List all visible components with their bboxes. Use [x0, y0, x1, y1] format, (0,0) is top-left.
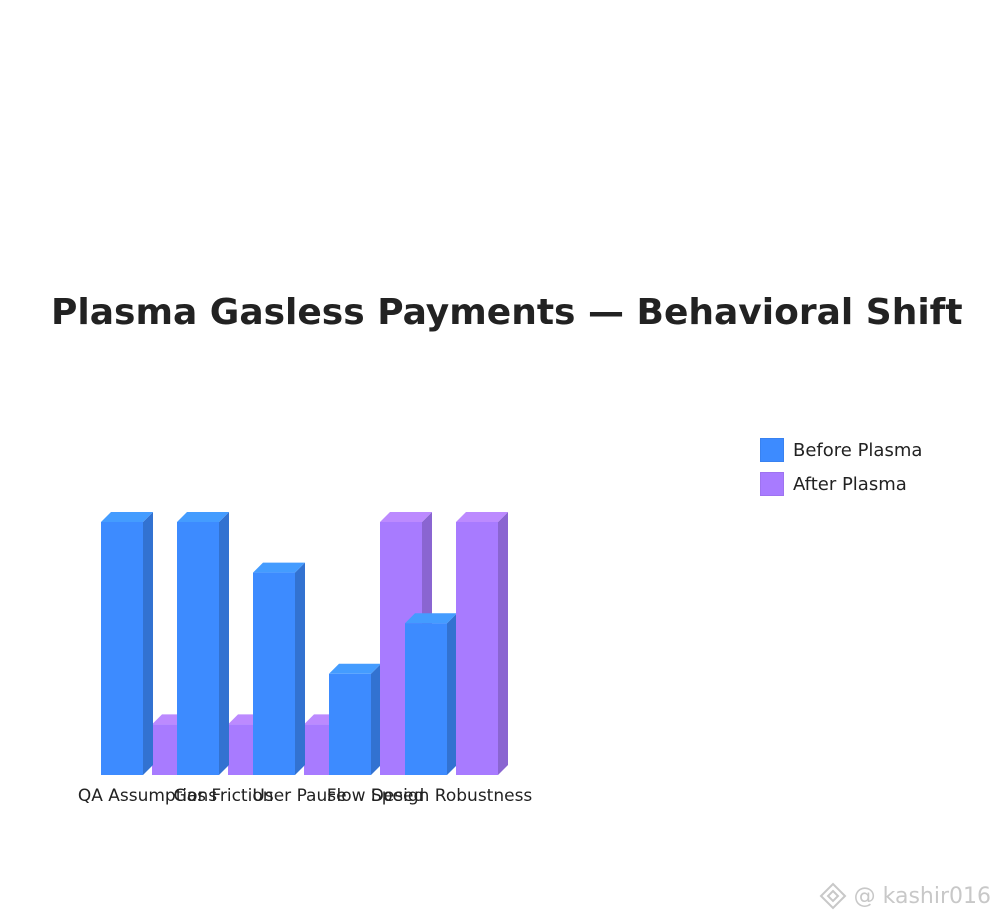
bar-before-3-top	[329, 663, 381, 674]
category-label-2: User Pause	[252, 786, 346, 806]
bar-before-0	[101, 512, 153, 775]
bar-after-4-side	[498, 512, 508, 775]
bar-before-1-top	[177, 512, 229, 522]
bar-after-4-top	[456, 512, 508, 522]
bar-before-0-front	[101, 522, 143, 775]
bar-before-1	[177, 512, 229, 775]
bar-before-0-side	[143, 512, 153, 775]
legend-label-after: After Plasma	[793, 473, 907, 495]
bar-after-4	[456, 512, 508, 775]
legend: Before Plasma After Plasma	[760, 437, 922, 505]
bar-before-0-top	[101, 512, 153, 522]
bar-before-2-side	[295, 562, 305, 775]
bar-before-1-front	[177, 522, 219, 775]
category-label-4: Design Robustness	[371, 786, 533, 806]
legend-swatch-after	[760, 472, 784, 496]
bar-before-2	[253, 562, 305, 775]
bar-before-1-side	[219, 512, 229, 775]
binance-square-icon	[819, 882, 847, 910]
category-label-0: QA Assumptions	[78, 786, 217, 806]
category-label-1: Gas Friction	[173, 786, 273, 806]
category-label-3: Flow Speed	[327, 786, 425, 806]
watermark: @ kashir016	[818, 881, 991, 911]
legend-item-after: After Plasma	[760, 471, 922, 497]
legend-item-before: Before Plasma	[760, 437, 922, 463]
bar-before-3	[329, 663, 381, 775]
legend-label-before: Before Plasma	[793, 439, 923, 461]
bar-after-4-front	[456, 522, 498, 775]
legend-swatch-before	[760, 438, 784, 462]
chart-title: Plasma Gasless Payments — Behavioral Shi…	[51, 292, 963, 333]
bar-before-4-side	[447, 613, 457, 775]
bars-layer	[101, 512, 508, 775]
bar-before-4	[405, 613, 457, 775]
bar-before-2-front	[253, 572, 295, 775]
bar-after-3-top	[380, 512, 432, 522]
bar-before-3-side	[371, 663, 381, 775]
bar-before-4-front	[405, 623, 447, 775]
watermark-text: @ kashir016	[853, 883, 991, 909]
bar-before-3-front	[329, 673, 371, 775]
bar-before-2-top	[253, 562, 305, 573]
bar-before-4-top	[405, 613, 457, 624]
